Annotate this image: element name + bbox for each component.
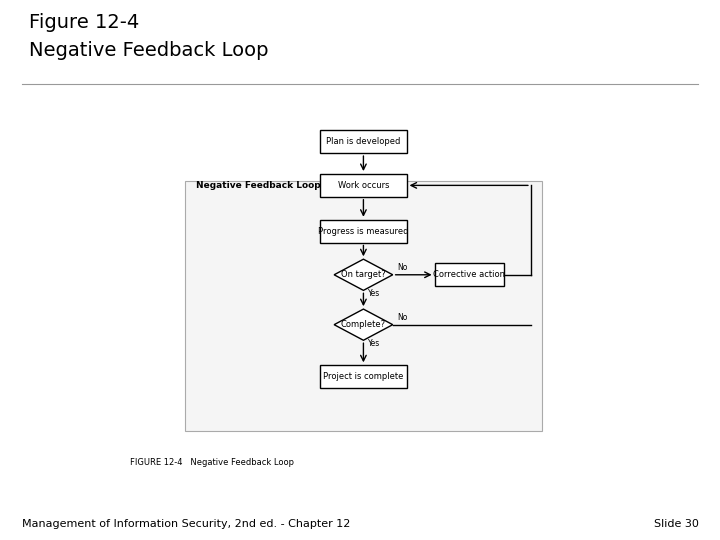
Text: Management of Information Security, 2nd ed. - Chapter 12: Management of Information Security, 2nd …: [22, 519, 350, 529]
Text: Negative Feedback Loop: Negative Feedback Loop: [196, 181, 320, 190]
Polygon shape: [334, 259, 392, 291]
Text: Complete?: Complete?: [341, 320, 386, 329]
FancyBboxPatch shape: [185, 181, 542, 431]
Text: No: No: [397, 263, 408, 272]
Polygon shape: [334, 309, 392, 340]
Text: Plan is developed: Plan is developed: [326, 137, 400, 146]
Text: Corrective action: Corrective action: [433, 271, 505, 279]
FancyBboxPatch shape: [320, 130, 407, 153]
Text: Project is complete: Project is complete: [323, 372, 404, 381]
Text: Negative Feedback Loop: Negative Feedback Loop: [29, 40, 269, 59]
FancyBboxPatch shape: [320, 220, 407, 242]
Text: Figure 12-4: Figure 12-4: [29, 14, 139, 32]
Text: On target?: On target?: [341, 271, 386, 279]
Text: Slide 30: Slide 30: [654, 519, 698, 529]
Text: Progress is measured: Progress is measured: [318, 227, 409, 235]
Text: FIGURE 12-4   Negative Feedback Loop: FIGURE 12-4 Negative Feedback Loop: [130, 458, 294, 467]
Text: No: No: [397, 313, 408, 322]
Text: Yes: Yes: [368, 289, 380, 298]
FancyBboxPatch shape: [320, 365, 407, 388]
Text: Work occurs: Work occurs: [338, 181, 390, 190]
Text: Yes: Yes: [368, 339, 380, 348]
FancyBboxPatch shape: [320, 174, 407, 197]
FancyBboxPatch shape: [435, 264, 504, 286]
